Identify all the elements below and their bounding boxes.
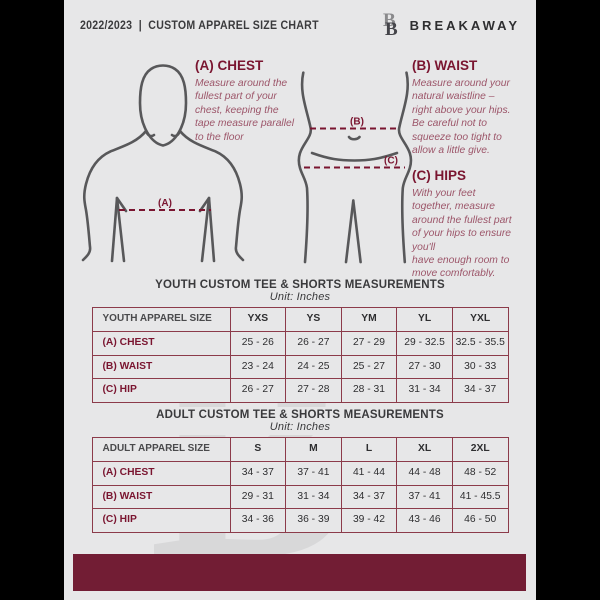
svg-text:B: B — [385, 19, 398, 39]
svg-text:(A): (A) — [158, 198, 172, 209]
svg-text:(C): (C) — [384, 156, 398, 167]
svg-text:(B): (B) — [350, 117, 364, 128]
